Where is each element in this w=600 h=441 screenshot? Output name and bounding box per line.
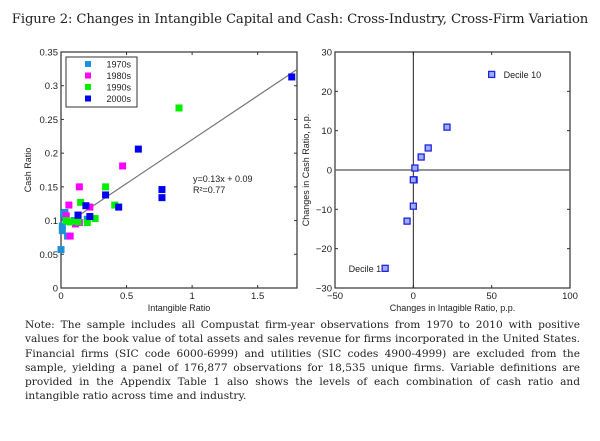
data-point-1970s — [58, 227, 66, 235]
data-point-1990s — [62, 217, 70, 225]
decile-1-label: Decile 1 — [349, 264, 382, 274]
y-tick-label: 0.25 — [40, 115, 59, 126]
data-point-1980s — [65, 201, 73, 209]
data-point-1980s — [86, 203, 94, 211]
data-point-2000s — [86, 213, 94, 221]
data-point-1980s — [66, 232, 74, 240]
data-point-2000s — [158, 186, 166, 194]
data-point-1990s — [66, 218, 74, 226]
data-point-1990s — [83, 219, 91, 227]
data-point-2000s — [158, 194, 166, 202]
x-tick-label: 0 — [411, 291, 416, 302]
y-tick-label: 10 — [321, 126, 332, 137]
x-tick-label: 0.5 — [120, 291, 133, 302]
legend-label-2000s: 2000s — [106, 94, 131, 104]
data-point-1990s — [91, 215, 99, 223]
figure-title: Figure 2: Changes in Intangible Capital … — [11, 12, 589, 27]
left-scatter-plot: 0 0.5 1 1.5 0 0.05 0.1 0.15 0.2 0.25 0.3 0.35 Intang… — [23, 48, 298, 313]
legend-label-1990s: 1990s — [106, 83, 131, 93]
y-tick-label: 0 — [327, 166, 332, 177]
legend-marker-2000s — [85, 95, 91, 102]
data-point-1990s — [175, 104, 183, 112]
y-tick-label: 0.35 — [40, 48, 59, 59]
y-tick-label: 0.1 — [45, 216, 58, 227]
y-tick-label: −30 — [316, 284, 332, 295]
data-point-2000s — [82, 202, 90, 210]
decile-10-label: Decile 10 — [504, 70, 542, 80]
figure-note: Note: The sample includes all Compustat … — [25, 319, 580, 403]
legend-marker-1970s — [85, 61, 91, 67]
decile-point — [411, 164, 419, 172]
decile-point — [417, 153, 425, 161]
data-point-1970s — [57, 246, 65, 254]
decile-point — [488, 70, 496, 79]
x-tick-label: −50 — [327, 291, 343, 302]
x-axis-label: Changes in Intagible Ratio, p.p. — [390, 303, 516, 313]
x-tick-label: 1.5 — [251, 291, 264, 302]
y-axis-label: Cash Ratio — [23, 148, 33, 193]
decile-point — [424, 144, 432, 152]
y-tick-label: 0.15 — [40, 182, 59, 193]
r-squared-label: R²=0.77 — [193, 185, 225, 195]
y-tick-label: 0.2 — [45, 149, 58, 160]
y-tick-label: −20 — [316, 244, 332, 255]
decile-point — [381, 264, 389, 272]
data-point-1970s — [58, 222, 66, 230]
x-tick-label: 0 — [58, 291, 63, 302]
x-tick-label: 100 — [562, 291, 578, 302]
figure-charts: 0 0.5 1 1.5 0 0.05 0.1 0.15 0.2 0.25 0.3 0.35 Intang… — [23, 48, 578, 314]
y-tick-label: 0.3 — [45, 81, 58, 92]
data-point-1980s — [62, 212, 70, 220]
data-point-2000s — [288, 73, 296, 81]
data-point-2000s — [134, 145, 142, 153]
data-point-1990s — [77, 198, 85, 206]
y-tick-label: 0.05 — [40, 250, 59, 261]
data-point-2000s — [102, 191, 110, 199]
data-point-1990s — [74, 218, 82, 226]
legend-label-1970s: 1970s — [106, 60, 131, 70]
x-tick-label: 50 — [486, 291, 497, 302]
y-tick-label: 30 — [321, 48, 332, 59]
legend-marker-1990s — [85, 84, 91, 90]
legend-label-1980s: 1980s — [106, 71, 131, 81]
data-point-2000s — [115, 203, 123, 211]
right-scatter-plot: −50 0 50 100 −30 −20 −10 0 10 20 30 Changes in Inta… — [301, 48, 578, 314]
data-point-1990s — [102, 183, 110, 191]
y-tick-label: −10 — [316, 205, 332, 216]
decile-point — [443, 123, 451, 131]
data-point-1980s — [119, 162, 127, 170]
fit-equation-label: y=0.13x + 0.09 — [193, 174, 253, 184]
legend-box — [65, 56, 138, 108]
decile-point — [409, 176, 417, 184]
legend-marker-1980s — [85, 72, 91, 79]
decile-point — [409, 202, 417, 210]
data-point-1980s — [75, 183, 83, 191]
data-point-1990s — [111, 201, 119, 209]
fit-line — [60, 69, 298, 228]
y-axis-label: Changes in Cash Ratio, p.p. — [301, 114, 311, 227]
data-point-2000s — [74, 211, 82, 219]
decile-point — [403, 217, 411, 225]
x-tick-label: 1 — [189, 291, 194, 302]
y-tick-label: 20 — [321, 87, 332, 98]
y-tick-label: 0 — [53, 284, 58, 295]
x-axis-label: Intangible Ratio — [148, 303, 211, 313]
